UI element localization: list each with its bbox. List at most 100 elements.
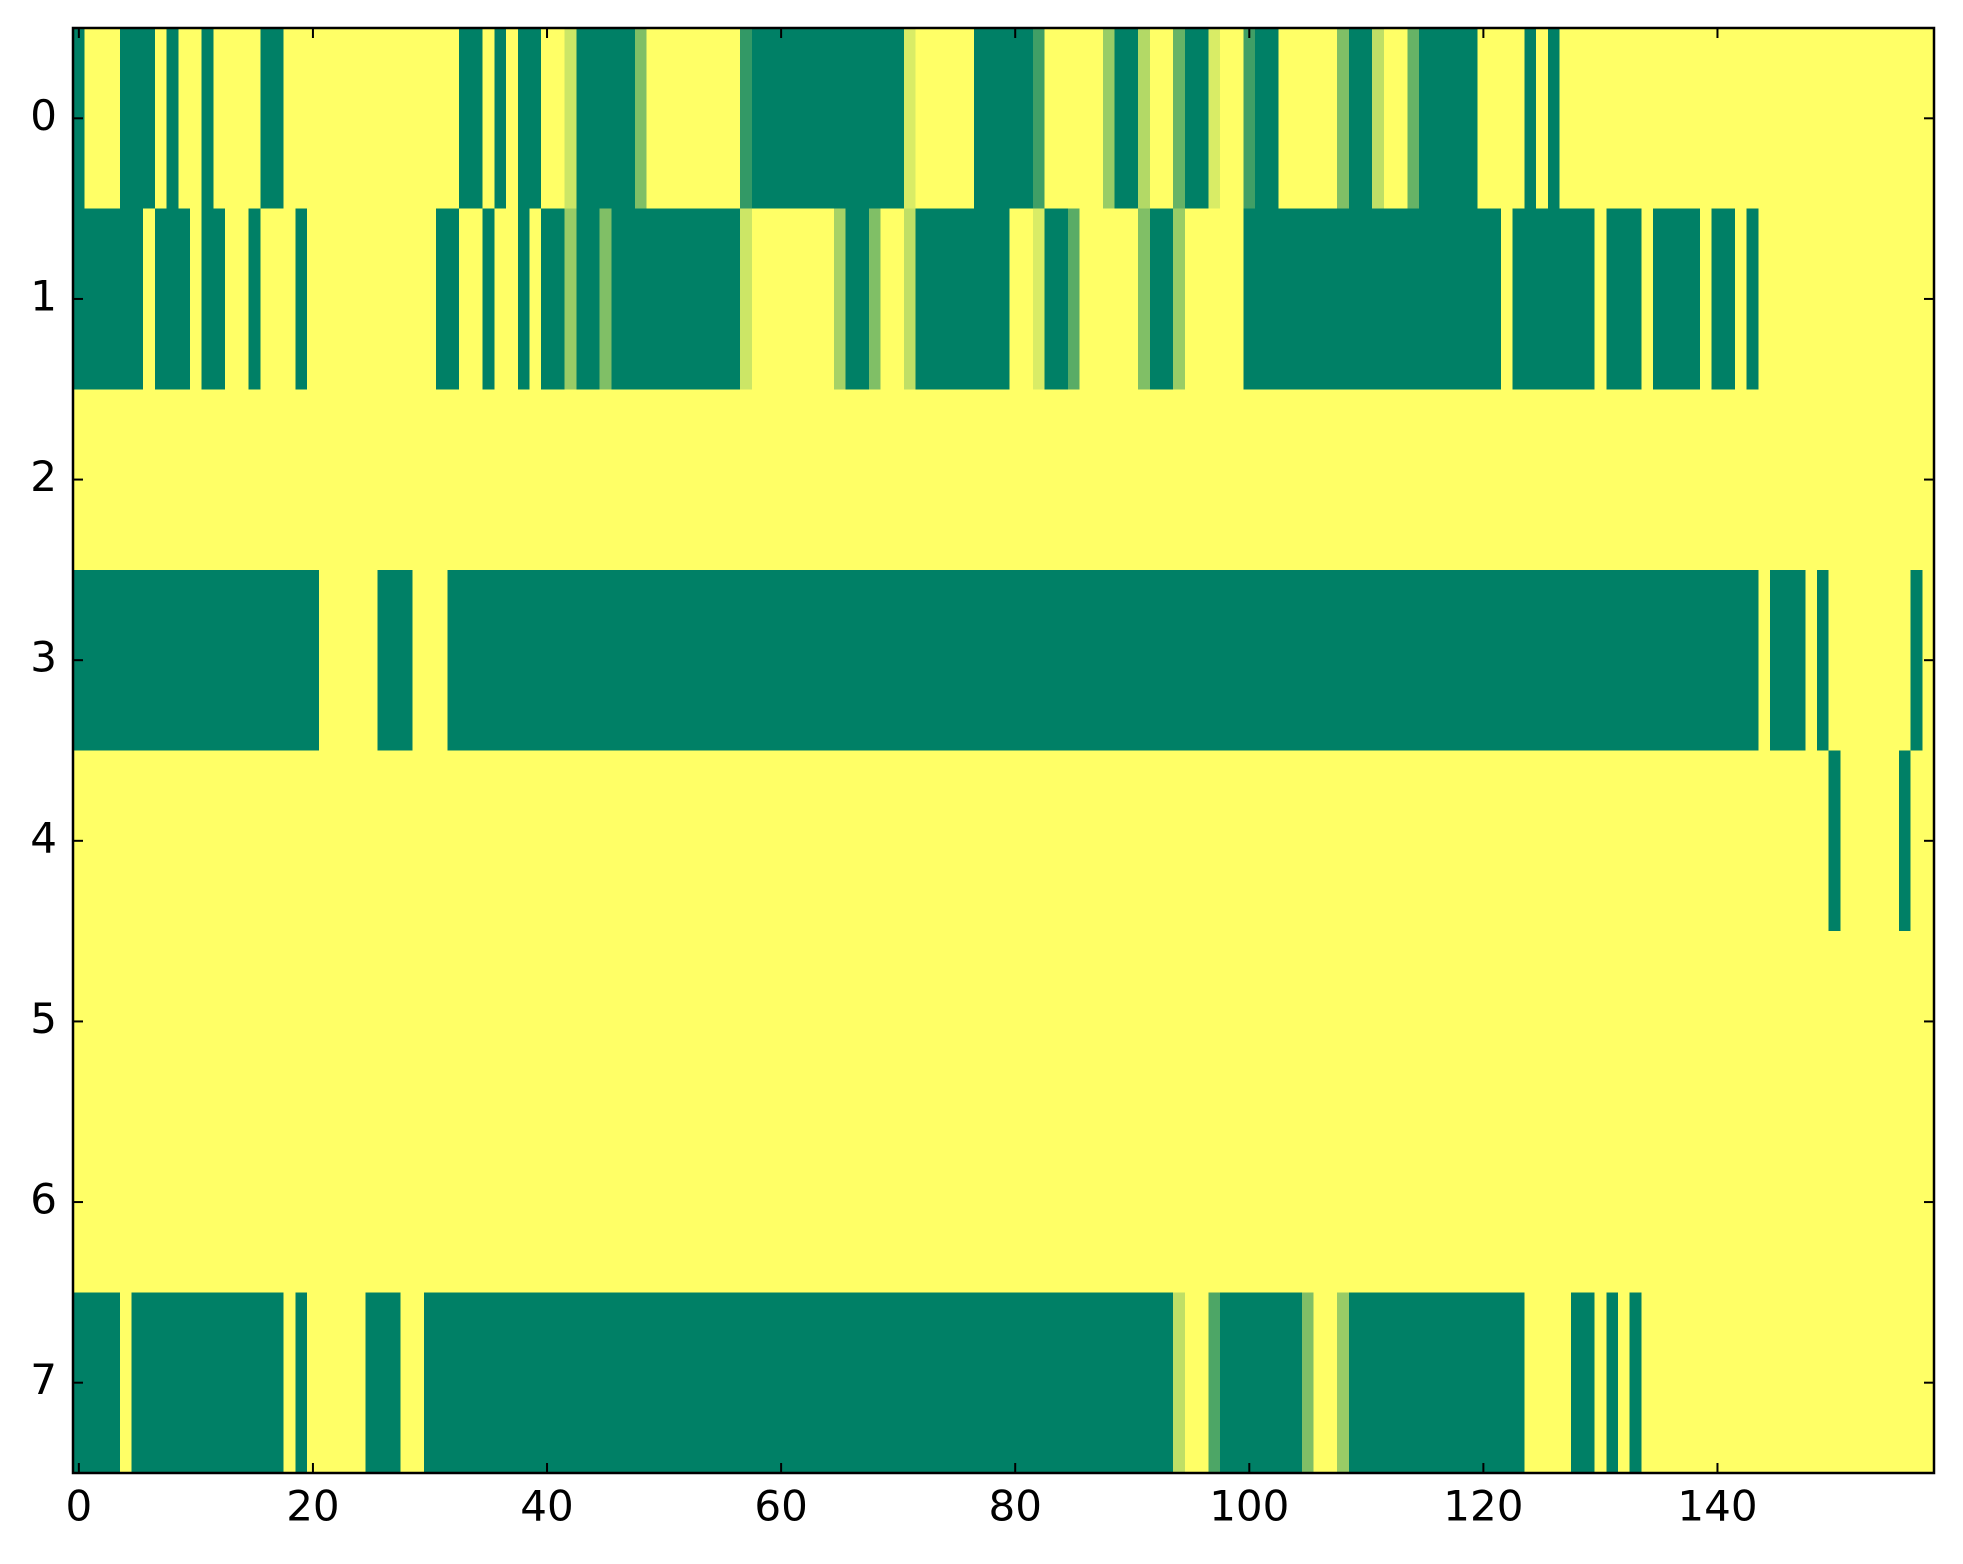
- cell: [1173, 1111, 1186, 1293]
- cell: [1430, 1111, 1444, 1293]
- cell: [377, 208, 390, 390]
- cell: [1126, 569, 1139, 752]
- cell: [1360, 931, 1373, 1113]
- cell: [1664, 931, 1678, 1113]
- cell: [342, 1111, 355, 1293]
- cell: [1208, 750, 1221, 932]
- cell: [248, 28, 261, 210]
- cell: [1196, 208, 1209, 390]
- cell: [1711, 931, 1724, 1113]
- cell: [997, 750, 1010, 932]
- cell: [84, 569, 98, 752]
- cell: [131, 1292, 144, 1474]
- cell: [166, 1111, 179, 1293]
- cell: [1524, 750, 1537, 932]
- cell: [1255, 28, 1268, 210]
- cell: [1091, 28, 1104, 210]
- x-tick-label: 120: [1443, 1482, 1523, 1531]
- cell: [1770, 750, 1783, 932]
- cell: [1091, 569, 1104, 752]
- cell: [1711, 208, 1724, 390]
- cell: [517, 389, 531, 571]
- cell: [1114, 28, 1127, 210]
- cell: [1863, 750, 1877, 932]
- cell: [307, 1111, 320, 1293]
- cell: [295, 208, 308, 390]
- cell: [1898, 1111, 1912, 1293]
- x-tick-label: 80: [988, 1482, 1041, 1531]
- cell: [1419, 1111, 1432, 1293]
- cell: [857, 750, 870, 932]
- cell: [1524, 389, 1537, 571]
- cell: [1641, 931, 1654, 1113]
- cell: [108, 1111, 121, 1293]
- cell: [1512, 569, 1525, 752]
- cell: [1465, 1111, 1479, 1293]
- cell: [763, 208, 776, 390]
- cell: [400, 750, 414, 932]
- cell: [307, 569, 320, 752]
- cell: [1372, 28, 1385, 210]
- cell: [1512, 1111, 1525, 1293]
- cell: [786, 389, 800, 571]
- cell: [1243, 28, 1256, 210]
- cell: [564, 569, 577, 752]
- cell: [1875, 750, 1888, 932]
- cell: [541, 28, 554, 210]
- cell: [482, 1111, 495, 1293]
- cell: [939, 208, 952, 390]
- cell: [974, 28, 987, 210]
- cell: [260, 569, 273, 752]
- cell: [962, 1111, 975, 1293]
- cell: [108, 750, 121, 932]
- cell: [576, 1292, 589, 1474]
- cell: [459, 931, 472, 1113]
- cell: [178, 750, 191, 932]
- cell: [634, 1111, 648, 1293]
- cell: [248, 1292, 261, 1474]
- cell: [494, 389, 507, 571]
- cell: [716, 1111, 730, 1293]
- cell: [1149, 28, 1163, 210]
- cell: [318, 1111, 332, 1293]
- cell: [1887, 569, 1900, 752]
- cell: [599, 569, 613, 752]
- cell: [1290, 389, 1303, 571]
- cell: [1617, 208, 1631, 390]
- cell: [1220, 750, 1233, 932]
- cell: [1852, 1111, 1865, 1293]
- cell: [1021, 1111, 1034, 1293]
- cell: [154, 389, 168, 571]
- cell: [506, 1292, 519, 1474]
- cell: [330, 389, 343, 571]
- cell: [506, 28, 519, 210]
- cell: [1910, 389, 1923, 571]
- cell: [564, 208, 577, 390]
- cell: [1547, 389, 1561, 571]
- cell: [283, 750, 296, 932]
- cell: [810, 1292, 823, 1474]
- cell: [353, 931, 367, 1113]
- cell: [236, 1111, 250, 1293]
- cell: [786, 931, 800, 1113]
- cell: [1629, 931, 1642, 1113]
- cell: [810, 1111, 823, 1293]
- cell: [669, 1292, 683, 1474]
- cell: [1770, 389, 1783, 571]
- y-tick-label: 7: [30, 1355, 57, 1404]
- cell: [1454, 28, 1467, 210]
- cell: [154, 569, 168, 752]
- cell: [1898, 569, 1912, 752]
- cell: [213, 389, 226, 571]
- cell: [1875, 931, 1888, 1113]
- cell: [1126, 389, 1139, 571]
- cell: [564, 389, 577, 571]
- cell: [1641, 208, 1654, 390]
- cell: [892, 1111, 905, 1293]
- cell: [623, 208, 636, 390]
- cell: [1301, 389, 1315, 571]
- cell: [541, 1111, 554, 1293]
- cell: [1863, 28, 1877, 210]
- cell: [178, 1292, 191, 1474]
- cell: [1430, 28, 1444, 210]
